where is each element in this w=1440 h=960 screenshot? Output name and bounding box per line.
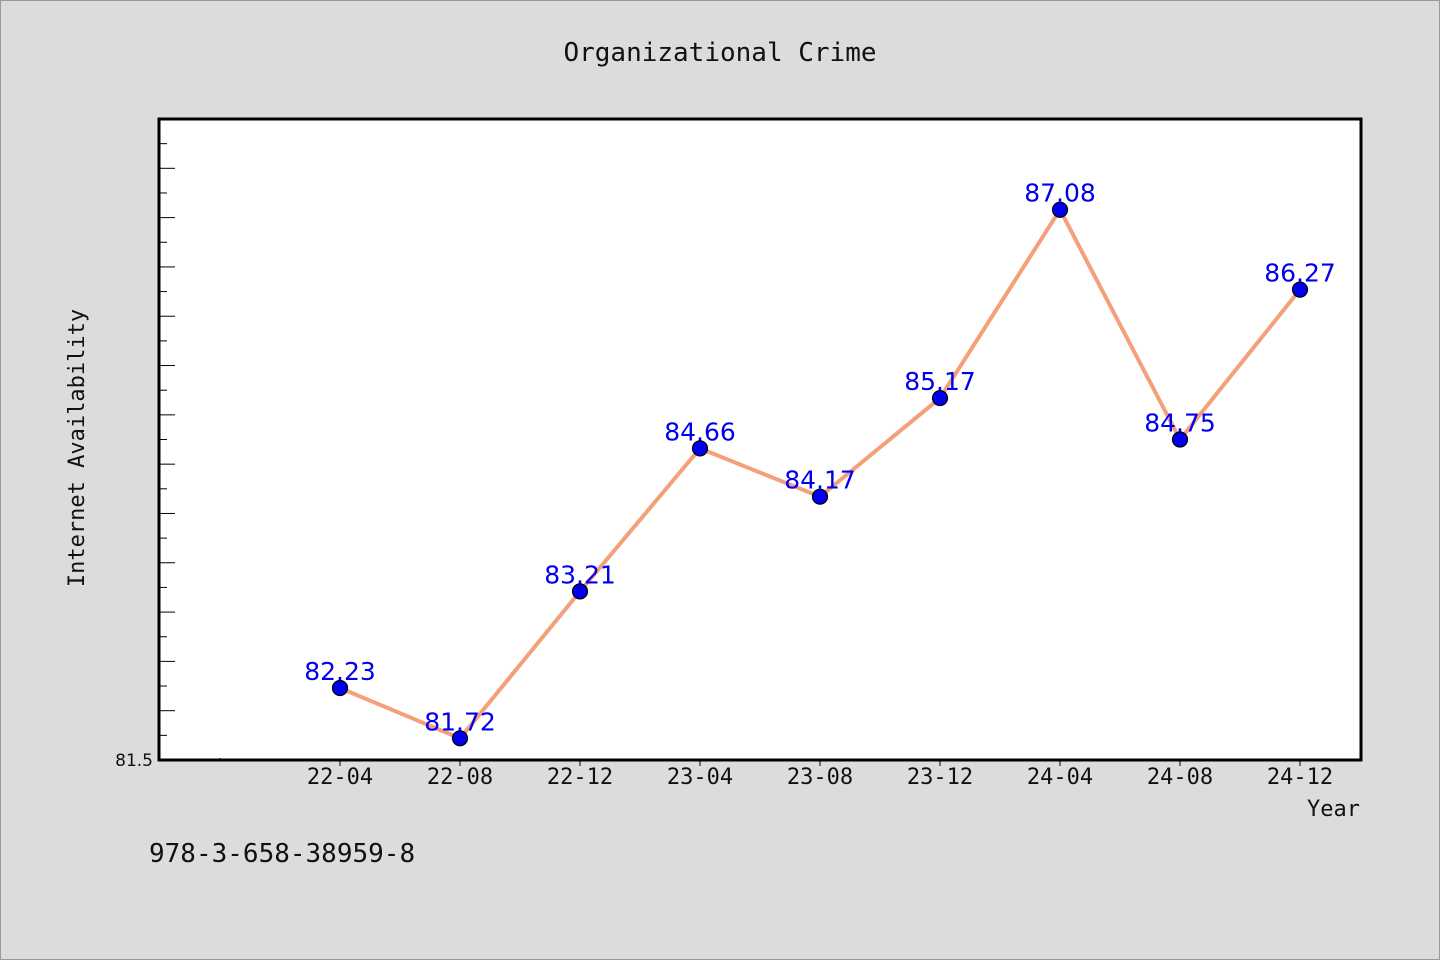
plot-area <box>157 117 1363 762</box>
x-tick-label-6: 24-04 <box>1027 765 1093 790</box>
y-tick-label-min: 81.5 <box>115 751 153 771</box>
x-axis-label: Year <box>1307 797 1360 822</box>
series-group: 82.2381.7283.2184.6684.1785.1787.0884.75… <box>304 179 1336 747</box>
x-axis-ticks <box>219 758 1301 766</box>
data-point-4[interactable] <box>811 488 829 505</box>
x-tick-label-7: 24-08 <box>1147 765 1213 790</box>
chart-title: Organizational Crime <box>563 38 876 68</box>
data-point-3[interactable] <box>691 440 709 457</box>
x-tick-label-8: 24-12 <box>1267 765 1333 790</box>
x-tick-label-0: 22-04 <box>307 765 373 790</box>
data-point-0[interactable] <box>331 679 349 697</box>
data-point-1[interactable] <box>451 730 469 747</box>
footer-code: 978-3-658-38959-8 <box>149 839 415 869</box>
y-axis-label: Internet Availability <box>65 309 90 587</box>
x-tick-label-4: 23-08 <box>787 765 853 790</box>
x-tick-label-3: 23-04 <box>667 765 733 790</box>
data-point-8[interactable] <box>1291 281 1309 298</box>
x-tick-label-5: 23-12 <box>907 765 973 790</box>
x-axis-tick-labels: 22-04 22-08 22-12 23-04 23-08 23-12 24-04 24-08… <box>307 765 1333 790</box>
data-point-6[interactable] <box>1051 201 1069 218</box>
data-point-2[interactable] <box>571 583 589 600</box>
x-tick-label-1: 22-08 <box>427 765 493 790</box>
x-tick-label-2: 22-12 <box>547 765 613 790</box>
data-point-7[interactable] <box>1171 431 1189 448</box>
data-point-5[interactable] <box>931 389 949 407</box>
y-axis-ticks <box>159 118 175 761</box>
